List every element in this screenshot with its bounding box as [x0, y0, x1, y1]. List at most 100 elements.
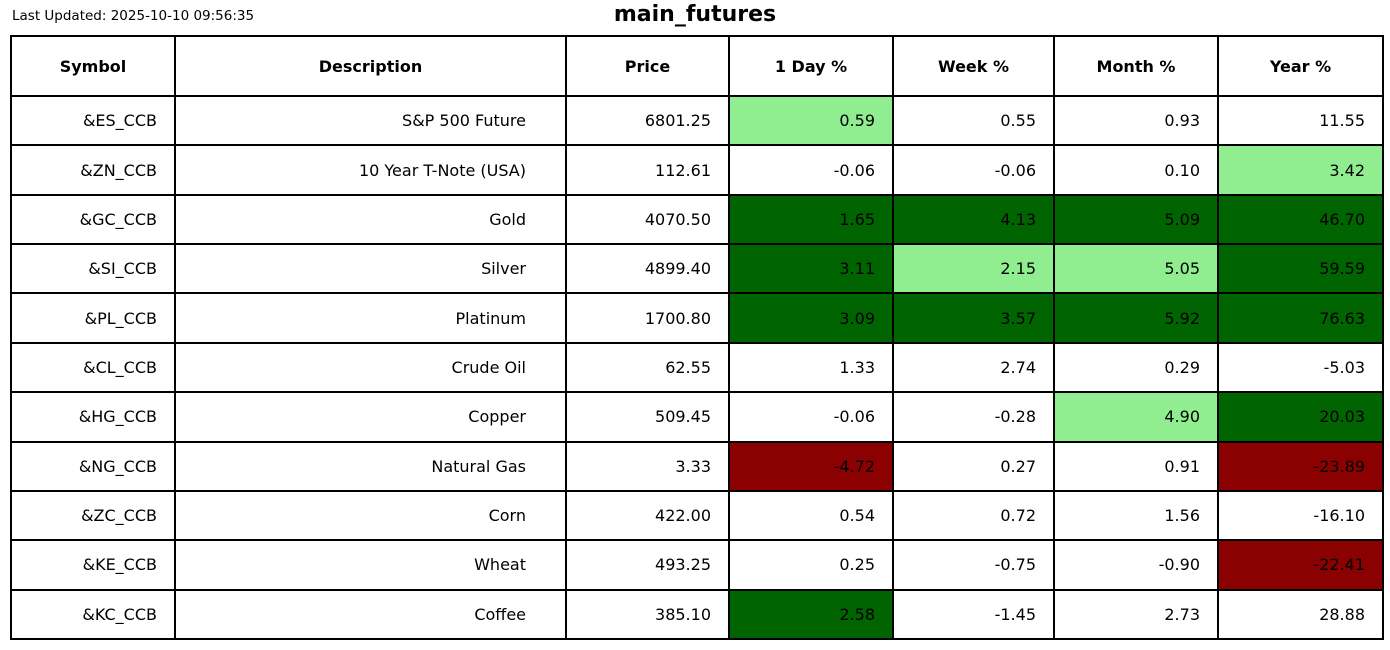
cell-price: 1700.80: [565, 292, 730, 344]
cell-year-pct: 46.70: [1217, 193, 1384, 246]
cell-1day-pct: 1.65: [728, 193, 894, 246]
column-header: Year %: [1217, 35, 1384, 97]
column-header: Month %: [1053, 35, 1219, 97]
cell-year-pct: 11.55: [1217, 94, 1384, 147]
cell-symbol: &KE_CCB: [10, 539, 176, 591]
cell-description: Corn: [174, 489, 567, 542]
cell-month-pct: 5.92: [1053, 292, 1219, 344]
cell-description: Gold: [174, 193, 567, 246]
column-header: Price: [565, 35, 730, 97]
cell-month-pct: 0.10: [1053, 144, 1219, 196]
futures-table: Symbol Description Price 1 Day % Week % Month…: [10, 35, 1384, 641]
cell-symbol: &KC_CCB: [10, 588, 176, 641]
cell-symbol: &HG_CCB: [10, 391, 176, 443]
cell-year-pct: -22.41: [1217, 539, 1384, 591]
cell-month-pct: -0.90: [1053, 539, 1219, 591]
table-row: &GC_CCB Gold 4070.50 1.65 4.13 5.09 46.70: [10, 193, 1384, 246]
cell-month-pct: 5.05: [1053, 243, 1219, 295]
cell-year-pct: -5.03: [1217, 341, 1384, 394]
cell-year-pct: 20.03: [1217, 391, 1384, 443]
cell-year-pct: 3.42: [1217, 144, 1384, 196]
table-row: &ES_CCB S&P 500 Future 6801.25 0.59 0.55 0.93…: [10, 94, 1384, 147]
table-row: &PL_CCB Platinum 1700.80 3.09 3.57 5.92 76.63: [10, 292, 1384, 344]
cell-price: 4070.50: [565, 193, 730, 246]
cell-month-pct: 0.91: [1053, 440, 1219, 492]
cell-description: S&P 500 Future: [174, 94, 567, 147]
cell-price: 422.00: [565, 489, 730, 542]
cell-price: 509.45: [565, 391, 730, 443]
cell-symbol: &SI_CCB: [10, 243, 176, 295]
cell-week-pct: -0.75: [892, 539, 1055, 591]
cell-description: Silver: [174, 243, 567, 295]
cell-week-pct: 0.27: [892, 440, 1055, 492]
cell-1day-pct: 2.58: [728, 588, 894, 641]
cell-description: Coffee: [174, 588, 567, 641]
cell-symbol: &ES_CCB: [10, 94, 176, 147]
cell-1day-pct: 3.09: [728, 292, 894, 344]
cell-description: Wheat: [174, 539, 567, 591]
cell-symbol: &GC_CCB: [10, 193, 176, 246]
cell-month-pct: 0.93: [1053, 94, 1219, 147]
cell-month-pct: 2.73: [1053, 588, 1219, 641]
cell-month-pct: 5.09: [1053, 193, 1219, 246]
cell-symbol: &PL_CCB: [10, 292, 176, 344]
cell-price: 385.10: [565, 588, 730, 641]
last-updated-timestamp: Last Updated: 2025-10-10 09:56:35: [12, 8, 255, 24]
cell-symbol: &ZN_CCB: [10, 144, 176, 196]
cell-week-pct: -0.28: [892, 391, 1055, 443]
cell-1day-pct: 0.54: [728, 489, 894, 542]
cell-description: Natural Gas: [174, 440, 567, 492]
column-header: Description: [174, 35, 567, 97]
cell-week-pct: 3.57: [892, 292, 1055, 344]
cell-year-pct: -16.10: [1217, 489, 1384, 542]
table-row: &NG_CCB Natural Gas 3.33 -4.72 0.27 0.91 -23.8…: [10, 440, 1384, 492]
cell-week-pct: -0.06: [892, 144, 1055, 196]
cell-price: 4899.40: [565, 243, 730, 295]
cell-description: 10 Year T-Note (USA): [174, 144, 567, 196]
cell-week-pct: 0.72: [892, 489, 1055, 542]
cell-1day-pct: -0.06: [728, 144, 894, 196]
cell-price: 3.33: [565, 440, 730, 492]
table-row: &ZC_CCB Corn 422.00 0.54 0.72 1.56 -16.10: [10, 489, 1384, 542]
cell-price: 6801.25: [565, 94, 730, 147]
cell-1day-pct: -0.06: [728, 391, 894, 443]
cell-week-pct: 0.55: [892, 94, 1055, 147]
table-row: &CL_CCB Crude Oil 62.55 1.33 2.74 0.29 -5.03: [10, 341, 1384, 394]
cell-1day-pct: -4.72: [728, 440, 894, 492]
column-header: Symbol: [10, 35, 176, 97]
cell-price: 493.25: [565, 539, 730, 591]
cell-year-pct: -23.89: [1217, 440, 1384, 492]
cell-description: Platinum: [174, 292, 567, 344]
cell-month-pct: 4.90: [1053, 391, 1219, 443]
cell-week-pct: 2.15: [892, 243, 1055, 295]
cell-1day-pct: 1.33: [728, 341, 894, 394]
table-row: &KE_CCB Wheat 493.25 0.25 -0.75 -0.90 -22.41: [10, 539, 1384, 591]
cell-month-pct: 1.56: [1053, 489, 1219, 542]
cell-description: Copper: [174, 391, 567, 443]
table-row: &SI_CCB Silver 4899.40 3.11 2.15 5.05 59.59: [10, 243, 1384, 295]
cell-month-pct: 0.29: [1053, 341, 1219, 394]
cell-symbol: &CL_CCB: [10, 341, 176, 394]
cell-symbol: &ZC_CCB: [10, 489, 176, 542]
cell-year-pct: 76.63: [1217, 292, 1384, 344]
column-header: 1 Day %: [728, 35, 894, 97]
table-row: &ZN_CCB 10 Year T-Note (USA) 112.61 -0.06 -0…: [10, 144, 1384, 196]
cell-price: 112.61: [565, 144, 730, 196]
page-title: main_futures: [613, 2, 777, 27]
cell-description: Crude Oil: [174, 341, 567, 394]
table-row: &HG_CCB Copper 509.45 -0.06 -0.28 4.90 20.03: [10, 391, 1384, 443]
cell-symbol: &NG_CCB: [10, 440, 176, 492]
cell-1day-pct: 0.25: [728, 539, 894, 591]
cell-1day-pct: 3.11: [728, 243, 894, 295]
cell-1day-pct: 0.59: [728, 94, 894, 147]
cell-week-pct: 2.74: [892, 341, 1055, 394]
column-header: Week %: [892, 35, 1055, 97]
table-row: &KC_CCB Coffee 385.10 2.58 -1.45 2.73 28.88: [10, 588, 1384, 641]
cell-week-pct: 4.13: [892, 193, 1055, 246]
cell-price: 62.55: [565, 341, 730, 394]
cell-year-pct: 59.59: [1217, 243, 1384, 295]
cell-week-pct: -1.45: [892, 588, 1055, 641]
cell-year-pct: 28.88: [1217, 588, 1384, 641]
table-header-row: Symbol Description Price 1 Day % Week % Month…: [10, 35, 1384, 97]
